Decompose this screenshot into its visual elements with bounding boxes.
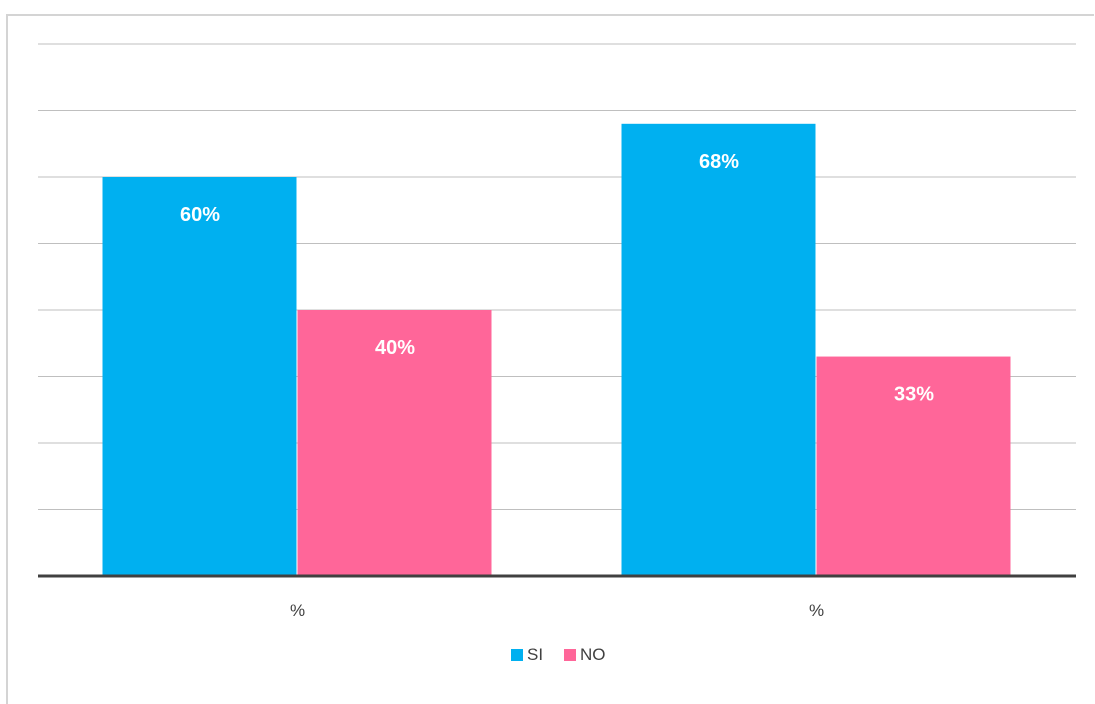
bar-si-2	[621, 123, 816, 577]
category-label-1: %	[290, 601, 305, 620]
legend-label-si: SI	[527, 645, 543, 664]
category-labels: %%	[290, 601, 824, 620]
bars: 60% 40% 68% 33%	[102, 123, 1011, 577]
legend-label-no: NO	[580, 645, 606, 664]
legend-swatch-si	[511, 649, 523, 661]
category-label-2: %	[809, 601, 824, 620]
data-label-no-2: 33%	[894, 384, 934, 406]
legend-swatch-no	[564, 649, 576, 661]
bar-si-1	[102, 177, 297, 576]
data-label-si-1: 60%	[180, 204, 220, 226]
data-label-no-1: 40%	[375, 337, 415, 359]
bar-no-2	[816, 356, 1011, 576]
legend: SI NO	[511, 645, 606, 664]
data-label-si-2: 68%	[699, 151, 739, 173]
bar-no-1	[297, 310, 492, 576]
